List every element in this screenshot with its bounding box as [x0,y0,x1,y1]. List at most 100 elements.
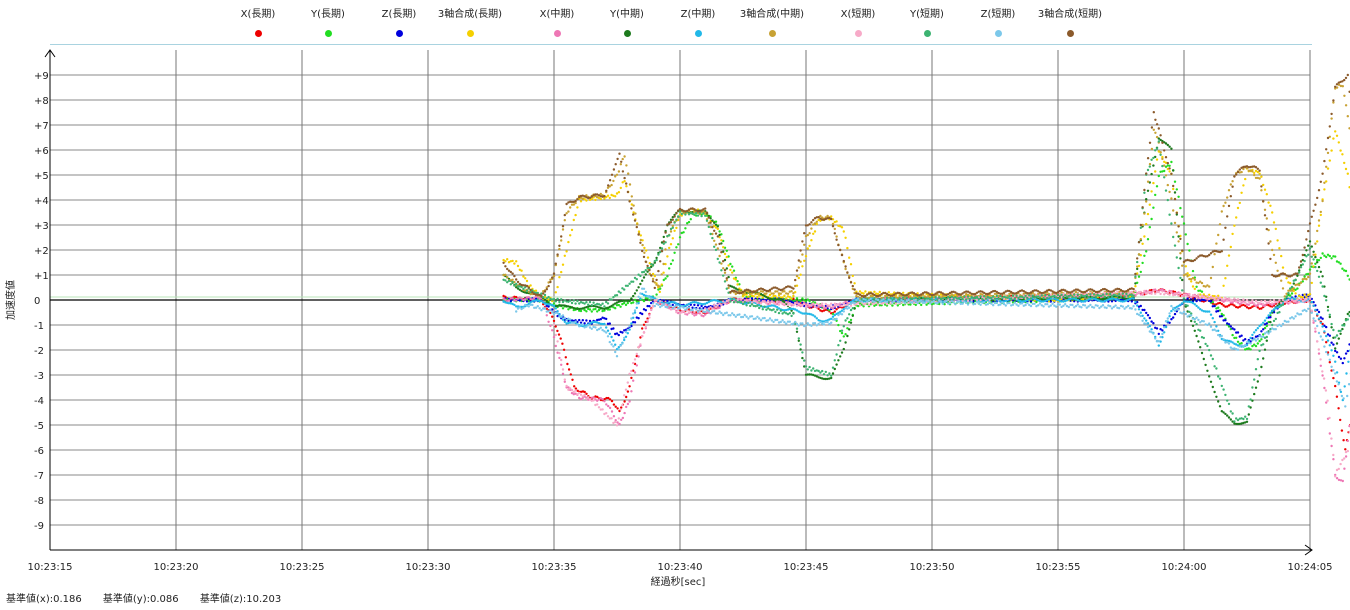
data-point [1134,294,1137,297]
data-point [1236,301,1240,304]
data-point [1254,169,1258,173]
data-point [558,247,561,251]
data-point [840,351,844,354]
data-point [745,293,748,296]
legend-item[interactable]: Z(中期) [653,8,743,41]
data-point [828,309,831,312]
data-point [812,302,815,305]
data-point [1299,264,1303,267]
data-point [642,299,646,303]
data-point [620,418,623,421]
data-point [1321,199,1324,203]
data-point [545,307,548,310]
data-point [1181,302,1184,305]
data-point [522,298,525,302]
data-point [1220,410,1224,413]
data-point [518,288,521,291]
data-point [610,410,614,413]
legend-item[interactable]: Y(短期) [882,8,972,41]
data-point [1254,329,1258,332]
legend-item[interactable]: 3軸合成(長期) [425,8,515,41]
data-point [563,380,566,383]
data-point [1269,305,1272,308]
data-point [1247,307,1251,310]
data-point [1173,312,1177,316]
data-point [1316,313,1319,316]
data-point [1308,272,1312,275]
data-point [515,305,518,308]
data-point [621,181,624,184]
data-point [1209,313,1213,316]
data-point [592,196,595,199]
data-point [1227,189,1231,192]
data-point [624,388,628,391]
data-point [1330,117,1333,120]
data-point [669,262,673,266]
data-point [608,308,611,311]
data-point [844,300,847,303]
legend-item[interactable]: Y(中期) [582,8,672,41]
data-point [502,297,505,300]
data-point [794,284,797,288]
data-point [587,396,590,399]
data-point [1141,242,1144,245]
data-point [534,289,538,292]
data-point [763,294,766,298]
data-point [648,305,651,308]
data-point [1267,314,1270,317]
data-point [1292,289,1296,293]
data-point [1157,332,1161,336]
data-point [1303,293,1306,296]
data-point [1340,429,1344,432]
data-point [1163,169,1166,173]
data-point [680,231,683,235]
data-point [606,306,610,309]
data-point [840,226,844,229]
data-point [655,293,658,296]
data-point [608,398,612,401]
data-point [824,377,827,381]
data-point [658,285,661,288]
data-point [1186,272,1189,275]
data-point [1325,165,1328,168]
data-point [1141,261,1144,265]
data-point [1296,287,1299,290]
data-point [718,233,721,237]
legend-item[interactable]: 3軸合成(中期) [727,8,817,41]
data-point [1341,153,1344,156]
data-point [846,301,849,305]
legend-item[interactable]: Y(長期) [283,8,373,41]
legend-item[interactable]: Z(長期) [354,8,444,41]
legend-item[interactable]: X(長期) [213,8,303,41]
data-point [646,270,649,273]
data-point [666,275,669,278]
data-point [630,195,633,198]
data-point [560,358,563,362]
data-point [722,246,725,249]
data-point [596,395,599,399]
legend-item[interactable]: 3軸合成(短期) [1025,8,1115,41]
legend-marker [324,30,332,37]
data-point [1199,293,1202,296]
data-point [1157,344,1161,347]
data-point [1310,245,1314,248]
data-point [812,305,815,308]
legend-item[interactable]: X(中期) [512,8,602,41]
legend-item[interactable]: Z(短期) [953,8,1043,41]
data-point [1245,420,1249,423]
data-point [1191,276,1195,280]
data-point [1204,299,1207,302]
data-point [1155,158,1159,161]
data-point [620,406,623,409]
data-point [623,400,626,403]
data-point [1325,325,1328,329]
data-point [567,210,570,213]
data-point [875,292,878,295]
data-point [1154,131,1157,134]
legend-item[interactable]: X(短期) [813,8,903,41]
data-point [646,317,649,320]
data-point [633,298,637,302]
data-point [792,301,795,304]
data-point [1254,386,1258,389]
data-point [860,291,863,295]
